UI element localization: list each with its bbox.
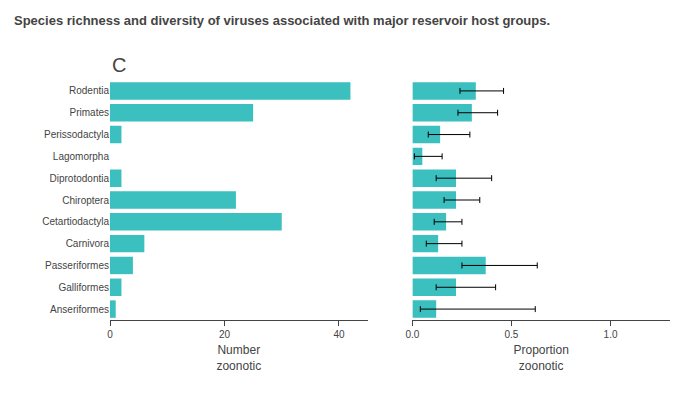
svg-text:Perissodactyla: Perissodactyla (44, 129, 109, 140)
svg-text:Numberzoonotic: Numberzoonotic (216, 343, 261, 373)
svg-text:20: 20 (219, 329, 231, 340)
svg-text:Chiroptera: Chiroptera (62, 195, 109, 206)
svg-text:Passeriformes: Passeriformes (45, 260, 109, 271)
svg-text:0: 0 (107, 329, 113, 340)
svg-text:Galliformes: Galliformes (58, 282, 109, 293)
svg-text:Proportionzoonotic: Proportionzoonotic (514, 343, 569, 373)
svg-text:Primates: Primates (70, 107, 109, 118)
svg-text:0.0: 0.0 (405, 329, 419, 340)
svg-text:Species richness and diversity: Species richness and diversity of viruse… (14, 13, 550, 28)
svg-text:0.5: 0.5 (505, 329, 519, 340)
svg-text:1.0: 1.0 (604, 329, 618, 340)
svg-text:C: C (112, 54, 126, 76)
svg-text:Carnivora: Carnivora (66, 238, 110, 249)
svg-text:Diprotodontia: Diprotodontia (50, 173, 110, 184)
svg-text:Cetartiodactyla: Cetartiodactyla (42, 216, 109, 227)
svg-text:Anseriformes: Anseriformes (50, 304, 109, 315)
svg-text:40: 40 (333, 329, 345, 340)
svg-text:Rodentia: Rodentia (69, 85, 109, 96)
svg-text:Lagomorpha: Lagomorpha (53, 151, 110, 162)
